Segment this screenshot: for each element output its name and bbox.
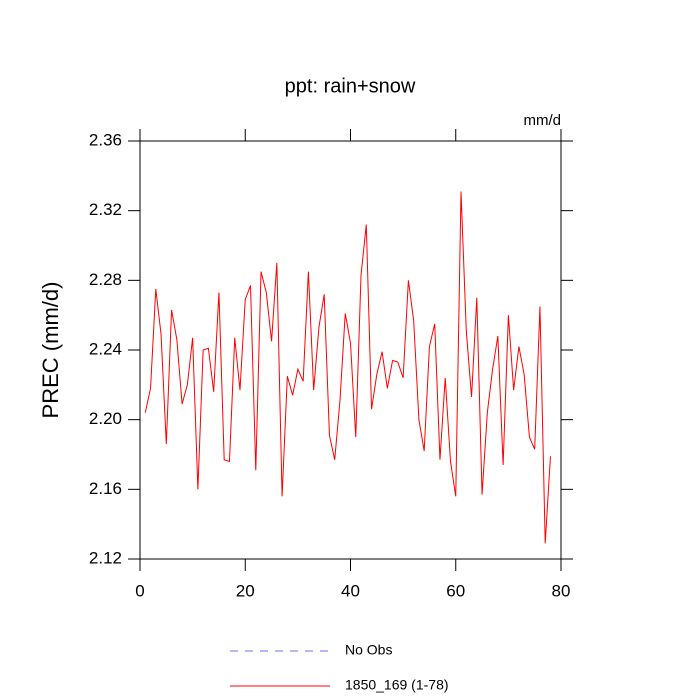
y-tick-label: 2.20 <box>89 409 122 428</box>
units-label: mm/d <box>524 112 562 129</box>
chart-title: ppt: rain+snow <box>285 75 416 97</box>
y-tick-label: 2.24 <box>89 339 122 358</box>
x-tick-label: 20 <box>236 581 255 600</box>
x-tick-label: 80 <box>552 581 571 600</box>
y-tick-label: 2.12 <box>89 548 122 567</box>
y-tick-label: 2.16 <box>89 479 122 498</box>
y-axis-label: PREC (mm/d) <box>38 282 63 419</box>
y-tick-label: 2.36 <box>89 130 122 149</box>
data-line <box>144 191 551 544</box>
x-tick-label: 60 <box>446 581 465 600</box>
x-tick-label: 0 <box>135 581 144 600</box>
x-tick-label: 40 <box>341 581 360 600</box>
y-tick-label: 2.28 <box>89 270 122 289</box>
y-tick-label: 2.32 <box>89 200 122 219</box>
legend-label: 1850_169 (1-78) <box>345 677 449 693</box>
legend-label: No Obs <box>345 642 392 658</box>
